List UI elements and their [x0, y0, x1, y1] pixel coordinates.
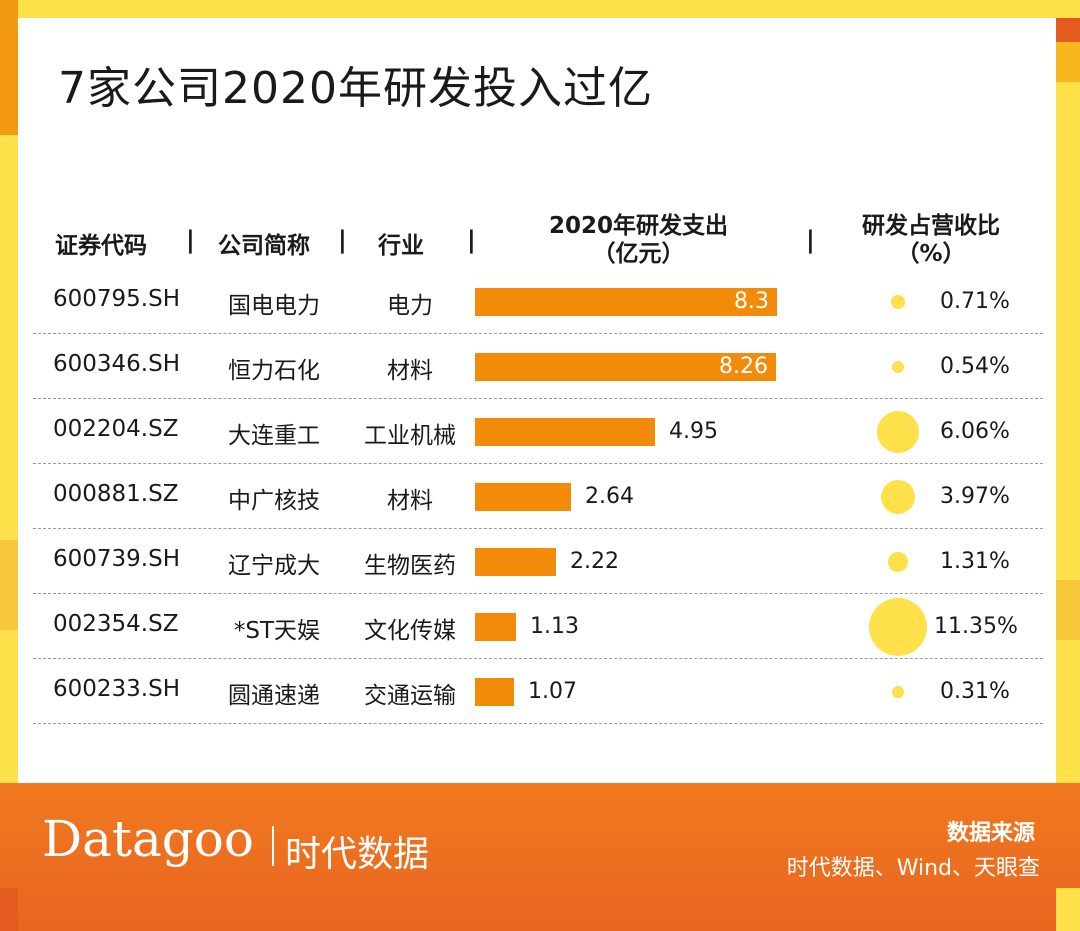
frame-accent [0, 540, 18, 630]
header-rd: 2020年研发支出 （亿元） [476, 212, 801, 268]
cell-code: 000881.SZ [53, 481, 179, 507]
footer [0, 783, 1080, 931]
cell-name: 国电电力 [228, 293, 320, 319]
footer-accent [1056, 888, 1080, 931]
cell-industry: 交通运输 [364, 683, 456, 709]
footer-accent [0, 888, 18, 931]
rd-bar [475, 613, 516, 641]
ratio-value-label: 0.71% [940, 289, 1010, 314]
header-ratio: 研发占营收比 （%） [836, 212, 1026, 268]
row-divider [33, 723, 1043, 724]
logo-cn: 时代数据 [285, 834, 430, 875]
rd-value-label: 8.26 [719, 354, 768, 379]
cell-industry: 材料 [387, 358, 433, 384]
header-ratio-unit: （%） [896, 241, 966, 267]
cell-code: 600233.SH [53, 676, 181, 702]
source-title: 数据来源 [946, 821, 1035, 846]
cell-name: 圆通速递 [228, 683, 320, 709]
table-row: 002204.SZ 大连重工 工业机械 4.95 6.06% [0, 398, 1080, 464]
cell-industry: 文化传媒 [364, 618, 456, 644]
header-separator: | [467, 226, 476, 254]
rd-bar [475, 353, 776, 381]
content-panel [28, 18, 1051, 783]
rd-value-label: 1.07 [528, 679, 577, 704]
ratio-value-label: 1.31% [940, 549, 1010, 574]
source-text: 时代数据、Wind、天眼查 [786, 856, 1040, 881]
row-divider [33, 593, 1043, 594]
cell-name: 中广核技 [228, 488, 320, 514]
rd-value-label: 2.22 [570, 549, 619, 574]
cell-code: 600795.SH [53, 286, 181, 312]
cell-industry: 电力 [387, 293, 433, 319]
cell-code: 600346.SH [53, 351, 181, 377]
cell-industry: 工业机械 [364, 423, 456, 449]
cell-code: 002204.SZ [53, 416, 179, 442]
header-code: 证券代码 [55, 233, 147, 259]
chart-title: 7家公司2020年研发投入过亿 [58, 63, 653, 114]
frame-right [1056, 0, 1080, 931]
row-divider [33, 398, 1043, 399]
cell-name: 辽宁成大 [228, 553, 320, 579]
ratio-value-label: 3.97% [940, 484, 1010, 509]
frame-left [0, 0, 18, 931]
frame-accent [0, 0, 18, 135]
rd-value-label: 8.3 [734, 289, 769, 314]
table-row: 600346.SH 恒力石化 材料 8.26 0.54% [0, 333, 1080, 399]
logo: Datagoo [42, 810, 255, 868]
ratio-value-label: 0.31% [940, 679, 1010, 704]
frame-accent [1056, 18, 1080, 42]
logo-divider [272, 826, 274, 866]
table-row: 002354.SZ *ST天娱 文化传媒 1.13 11.35% [0, 593, 1080, 659]
table-row: 600739.SH 辽宁成大 生物医药 2.22 1.31% [0, 528, 1080, 594]
rd-value-label: 1.13 [530, 614, 579, 639]
frame-accent [1056, 580, 1080, 640]
row-divider [33, 463, 1043, 464]
header-ratio-label: 研发占营收比 [862, 213, 1000, 239]
header-industry: 行业 [378, 233, 424, 259]
ratio-bubble [888, 552, 908, 572]
table-row: 600233.SH 圆通速递 交通运输 1.07 0.31% [0, 658, 1080, 724]
rd-value-label: 4.95 [669, 419, 718, 444]
ratio-bubble [890, 294, 906, 310]
header-name: 公司简称 [218, 233, 310, 259]
ratio-value-label: 0.54% [940, 354, 1010, 379]
cell-code: 600739.SH [53, 546, 181, 572]
ratio-bubble [880, 479, 916, 515]
row-divider [33, 658, 1043, 659]
header-rd-unit: （亿元） [592, 241, 685, 267]
table-row: 600795.SH 国电电力 电力 8.3 0.71% [0, 268, 1080, 334]
rd-bar [475, 288, 777, 316]
ratio-bubble [869, 598, 927, 656]
ratio-value-label: 6.06% [940, 419, 1010, 444]
header-separator: | [186, 226, 195, 254]
frame-accent [1056, 42, 1080, 82]
header-separator: | [338, 226, 347, 254]
ratio-bubble [892, 686, 904, 698]
cell-code: 002354.SZ [53, 611, 179, 637]
cell-industry: 生物医药 [364, 553, 456, 579]
ratio-bubble [891, 360, 905, 374]
row-divider [33, 528, 1043, 529]
table-row: 000881.SZ 中广核技 材料 2.64 3.97% [0, 463, 1080, 529]
header-rd-label: 2020年研发支出 [548, 213, 728, 239]
rd-bar [475, 418, 655, 446]
cell-industry: 材料 [387, 488, 433, 514]
row-divider [33, 333, 1043, 334]
rd-bar [475, 678, 514, 706]
rd-bar [475, 548, 556, 576]
ratio-bubble [876, 410, 920, 454]
cell-name: *ST天娱 [233, 618, 320, 644]
rd-value-label: 2.64 [585, 484, 634, 509]
cell-name: 大连重工 [228, 423, 320, 449]
header-separator: | [806, 226, 815, 254]
rd-bar [475, 483, 571, 511]
frame-top [0, 0, 1080, 18]
ratio-value-label: 11.35% [934, 614, 1018, 639]
cell-name: 恒力石化 [228, 358, 320, 384]
